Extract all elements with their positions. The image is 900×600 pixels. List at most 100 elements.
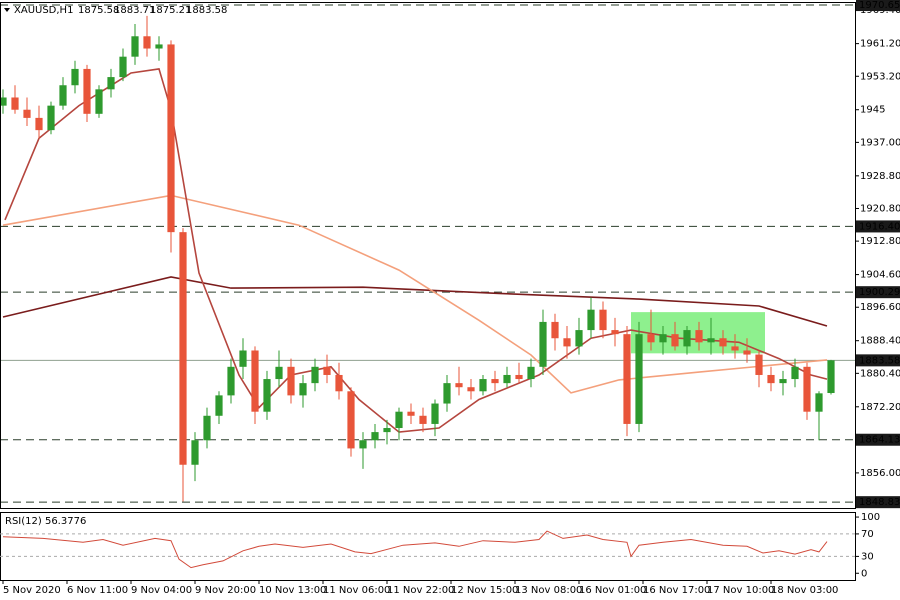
candle-body (347, 391, 355, 449)
candle-body (707, 338, 715, 343)
y-tick-label: 1920.80 (860, 203, 900, 214)
candle-body (815, 393, 823, 412)
menu-icon (4, 8, 10, 12)
candle-body (443, 383, 451, 404)
candle-body (431, 403, 439, 424)
candle-body (467, 387, 475, 392)
chart-title: XAUUSD,H1 (14, 5, 73, 16)
candle-body (35, 117, 43, 131)
y-tick-label: 1888.40 (860, 336, 900, 347)
rsi-tick-label: 100 (861, 512, 880, 523)
last-open: 1875.58 (78, 5, 119, 16)
candle-body (383, 428, 391, 433)
last-high: 1883.71 (114, 5, 155, 16)
candle-body (527, 366, 535, 380)
candle-body (791, 366, 799, 380)
candle-body (215, 395, 223, 416)
y-tick-label: 1961.20 (860, 39, 900, 50)
candle-body (263, 379, 271, 412)
level-label: 1970.65 (859, 0, 900, 11)
rsi-line (2, 530, 828, 569)
price-label: 1883.58 (859, 355, 900, 366)
y-tick-label: 1928.80 (860, 171, 900, 182)
y-tick-label: 1872.20 (860, 402, 900, 413)
candle-body (491, 379, 499, 384)
candle-body (419, 415, 427, 424)
candle-body (599, 309, 607, 331)
level-label: 1864.13 (859, 435, 900, 446)
candle-body (395, 411, 403, 429)
candle-body (635, 334, 643, 424)
candle-body (83, 68, 91, 114)
candle-body (371, 432, 379, 441)
y-tick-label: 1953.20 (860, 71, 900, 82)
candle-body (647, 334, 655, 343)
candle-body (275, 366, 283, 380)
candle-body (251, 350, 259, 412)
candle-body (287, 366, 295, 396)
x-tick-label: 11 Nov 06:00 (323, 585, 390, 596)
candle-body (203, 415, 211, 441)
rsi-tick-label: 30 (861, 551, 874, 562)
candle-body (611, 330, 619, 335)
candle-body (623, 334, 631, 424)
rsi-tick-label: 0 (861, 568, 867, 579)
rsi-title: RSI(12) 56.3776 (5, 516, 86, 527)
rsi-tick-label: 70 (861, 529, 874, 540)
y-tick-label: 1904.60 (860, 270, 900, 281)
candle-body (155, 44, 163, 49)
candle-body (455, 383, 463, 388)
level-tag (856, 433, 900, 446)
level-tag (856, 0, 900, 12)
y-tick-label: 1945 (860, 105, 885, 116)
candle-body (671, 334, 679, 347)
price-tag (856, 354, 900, 367)
level-tag (856, 496, 900, 509)
x-tick-label: 10 Nov 13:00 (259, 585, 326, 596)
candle-body (23, 109, 31, 118)
candle-body (71, 68, 79, 86)
y-tick-label: 1937.00 (860, 137, 900, 148)
x-tick-label: 12 Nov 15:00 (451, 585, 518, 596)
candle-body (299, 383, 307, 396)
candle-body (731, 346, 739, 351)
rsi-frame (0, 512, 856, 581)
candle-body (0, 97, 7, 106)
x-tick-label: 6 Nov 11:00 (67, 585, 128, 596)
moving-average (2, 194, 828, 394)
y-tick-label: 1880.40 (860, 368, 900, 379)
candle-body (479, 379, 487, 392)
main-frame (0, 2, 856, 509)
level-label: 1916.40 (859, 221, 900, 232)
candle-body (503, 374, 511, 384)
level-tag (856, 286, 900, 299)
candle-body (323, 366, 331, 375)
candle-body (695, 330, 703, 343)
candle-body (107, 77, 115, 90)
candle-body (779, 379, 787, 384)
candle-body (539, 321, 547, 367)
level-label: 1900.29 (859, 287, 900, 298)
candle-body (719, 338, 727, 347)
candle-body (11, 97, 19, 110)
candle-body (191, 440, 199, 465)
x-tick-label: 17 Nov 10:00 (707, 585, 774, 596)
level-label: 1848.83 (859, 497, 900, 508)
candle-body (59, 85, 67, 106)
candle-body (551, 321, 559, 339)
candle-body (743, 350, 751, 355)
x-tick-label: 16 Nov 17:00 (643, 585, 710, 596)
candle-body (167, 44, 175, 233)
candle-body (407, 411, 415, 416)
candle-body (587, 309, 595, 331)
x-tick-label: 18 Nov 03:00 (771, 585, 838, 596)
x-tick-label: 11 Nov 22:00 (387, 585, 454, 596)
candle-body (143, 36, 151, 49)
candle-body (95, 89, 103, 114)
candle-body (131, 36, 139, 57)
candle-body (803, 366, 811, 412)
candle-body (755, 354, 763, 375)
candle-body (227, 366, 235, 396)
y-tick-label: 1856.00 (860, 468, 900, 479)
